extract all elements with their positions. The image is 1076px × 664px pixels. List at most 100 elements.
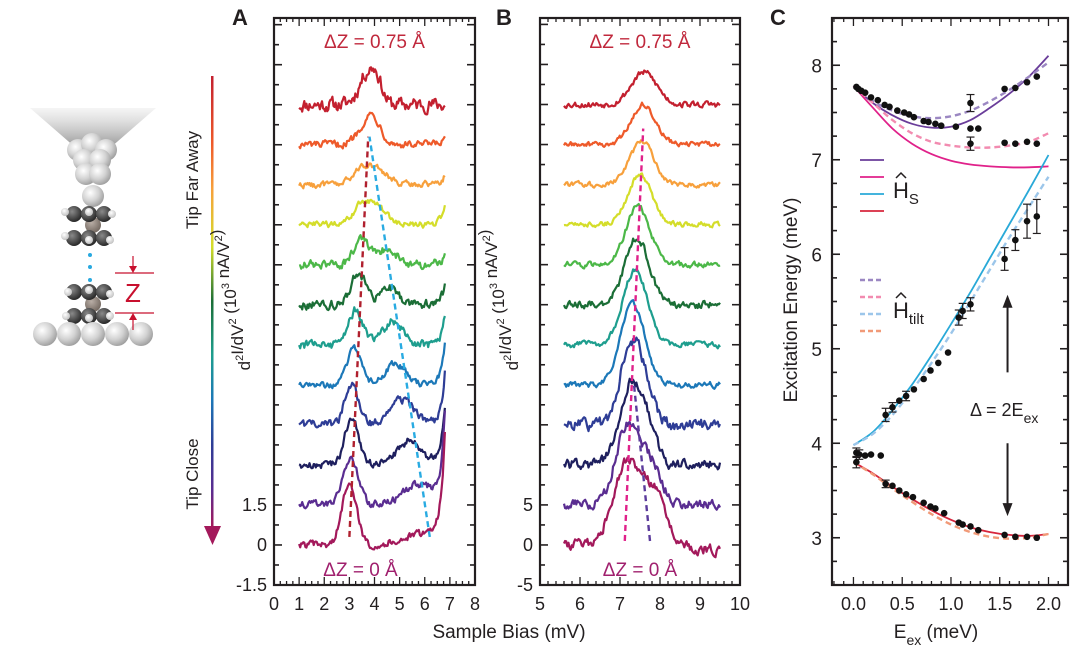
x-tick-label: 5 [535, 594, 545, 614]
data-point [1023, 533, 1031, 541]
data-point [920, 375, 927, 383]
y-tick-label: 1.5 [242, 495, 267, 515]
data-point [967, 140, 974, 147]
data-point [927, 367, 934, 374]
x-tick-label: 10 [730, 594, 750, 614]
data-point [861, 89, 869, 96]
tip-far-label: Tip Far Away [183, 130, 202, 229]
x-tick-label: 8 [655, 594, 665, 614]
spectrum-line [298, 410, 446, 510]
data-point [910, 386, 918, 393]
x-axis-ticks [273, 18, 476, 585]
x-tick-label: 3 [344, 594, 354, 614]
data-points [852, 73, 1041, 542]
data-point [925, 118, 932, 126]
spectrum-line [562, 237, 721, 310]
x-tick-label: 4 [369, 594, 379, 614]
annotation-bottom: ΔZ = 0 Å [323, 560, 398, 581]
data-point [940, 509, 948, 517]
tip-close-label: Tip Close [183, 438, 202, 509]
legend-label-htilt: Htilt [893, 298, 925, 328]
x-tick-label: 1.0 [938, 594, 963, 614]
data-point [874, 96, 882, 104]
data-point [910, 113, 918, 121]
x-tick-label: 0.5 [890, 594, 915, 614]
y-tick-label: 5 [523, 495, 533, 515]
model-curve-tilt [852, 461, 1049, 540]
data-point [920, 499, 927, 507]
x-tick-label: 0.0 [841, 594, 866, 614]
spectrum-line [562, 456, 721, 559]
data-point [1033, 213, 1041, 220]
data-point [886, 103, 893, 111]
y-axis-ticks [274, 23, 475, 586]
data-point [889, 482, 896, 490]
model-curve-s [852, 85, 1049, 169]
spectrum-line [298, 342, 446, 390]
arrow-head-icon [204, 526, 221, 545]
data-point [894, 107, 901, 114]
data-point [1001, 255, 1008, 263]
spectrum-line [562, 421, 721, 511]
spectrum-line [563, 299, 721, 390]
data-point [1023, 78, 1031, 86]
spectrum-line [563, 101, 721, 148]
panel-label-a: A [232, 5, 248, 30]
shared-x-axis-label: Sample Bias (mV) [432, 622, 585, 643]
data-point [952, 123, 960, 130]
data-point [1001, 85, 1008, 93]
x-tick-label: 6 [575, 594, 585, 614]
y-axis-label: d2I/dV2 (103 nA/V2) [207, 230, 254, 371]
y-tick-label: 3 [811, 529, 822, 550]
data-point [955, 314, 963, 321]
spectrum-line [298, 431, 446, 551]
hat-icon [895, 171, 907, 179]
data-point [882, 411, 889, 419]
y-tick-label: 0 [523, 535, 533, 555]
hat-icon [895, 291, 907, 299]
plot-frame [538, 16, 742, 587]
data-point [1001, 531, 1008, 539]
spectrum-line [563, 336, 722, 433]
bond-dots [88, 253, 92, 282]
spectrum-line [298, 162, 446, 190]
data-point [909, 493, 917, 501]
gap-marker [115, 256, 154, 330]
x-tick-label: 8 [470, 594, 480, 614]
data-point [1033, 140, 1041, 147]
spectrum-line [298, 306, 446, 350]
annotation-top: ΔZ = 0.75 Å [324, 32, 425, 53]
data-point [1033, 534, 1041, 542]
tip-apex-atoms [67, 133, 117, 207]
peak-guide-line [632, 384, 652, 542]
data-point [1023, 217, 1031, 225]
y-tick-label: 4 [811, 434, 822, 455]
tip-cone [30, 108, 156, 148]
data-point [932, 505, 939, 512]
data-point [1012, 84, 1019, 92]
gap-label: Z [125, 278, 141, 308]
data-point [1012, 533, 1019, 541]
arrow-up-icon [1002, 294, 1013, 308]
data-point [1033, 73, 1041, 80]
data-point [959, 521, 966, 528]
substrate-atoms [33, 322, 153, 346]
data-point [974, 125, 982, 132]
panel-label-b: B [496, 5, 512, 30]
spectrum-line [563, 268, 721, 350]
x-tick-label: 1 [294, 594, 304, 614]
y-axis-ticks [832, 17, 1068, 586]
data-point [920, 117, 927, 125]
x-tick-label: 7 [615, 594, 625, 614]
data-point [867, 94, 875, 101]
data-point [861, 452, 869, 459]
x-tick-label: 2 [319, 594, 329, 614]
spectrum-line [298, 66, 446, 116]
data-point [1012, 140, 1019, 147]
data-point [934, 359, 942, 367]
spectra-series [562, 69, 722, 559]
plot-frame [830, 16, 1070, 587]
x-axis-label: Eex (meV) [894, 622, 978, 648]
data-point [902, 490, 910, 498]
spectrum-line [298, 272, 446, 312]
